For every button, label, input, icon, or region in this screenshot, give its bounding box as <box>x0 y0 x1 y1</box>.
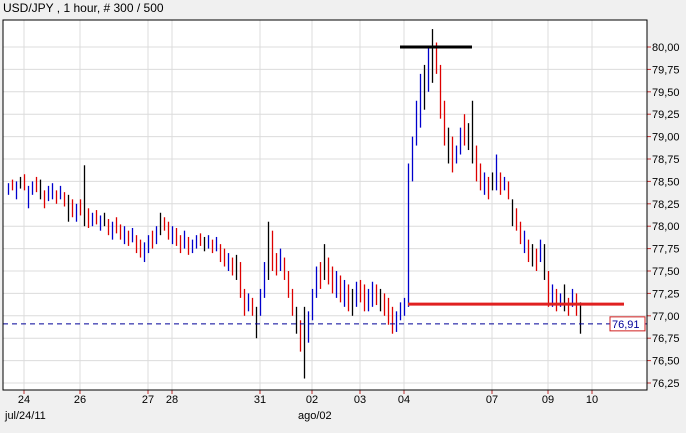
y-tick-label: 78,50 <box>652 176 680 188</box>
y-tick-label: 78,75 <box>652 154 680 166</box>
x-secondary-label: ago/02 <box>298 410 332 422</box>
y-tick-label: 78,25 <box>652 199 680 211</box>
x-tick-label: 31 <box>254 394 266 406</box>
x-tick-label: 04 <box>398 394 410 406</box>
x-tick-label: 09 <box>542 394 554 406</box>
current-price-box <box>609 316 646 332</box>
x-tick-label: 07 <box>486 394 498 406</box>
y-tick-label: 79,75 <box>652 64 680 76</box>
x-tick-label: 27 <box>142 394 154 406</box>
y-tick-label: 76,50 <box>652 356 680 368</box>
y-tick-label: 79,25 <box>652 109 680 121</box>
current-price-label: 76,91 <box>612 319 640 331</box>
x-tick-label: 03 <box>354 394 366 406</box>
y-tick-label: 79,00 <box>652 132 680 144</box>
y-tick-label: 78,00 <box>652 221 680 233</box>
y-tick-label: 77,25 <box>652 288 680 300</box>
y-tick-label: 77,50 <box>652 266 680 278</box>
x-tick-label: 28 <box>166 394 178 406</box>
x-tick-label: 26 <box>74 394 86 406</box>
y-tick-label: 79,50 <box>652 87 680 99</box>
plot-border <box>2 19 648 391</box>
x-tick-label: 10 <box>586 394 598 406</box>
x-tick-label: 02 <box>306 394 318 406</box>
x-tick-label: 24 <box>18 394 30 406</box>
y-tick-label: 77,00 <box>652 311 680 323</box>
y-tick-label: 76,75 <box>652 333 680 345</box>
plot-area <box>3 20 647 390</box>
y-tick-label: 77,75 <box>652 244 680 256</box>
y-tick-label: 80,00 <box>652 42 680 54</box>
y-tick-label: 76,25 <box>652 378 680 390</box>
chart-title: USD/JPY , 1 hour, # 300 / 500 <box>3 1 164 15</box>
x-secondary-label: jul/24/11 <box>4 410 46 422</box>
